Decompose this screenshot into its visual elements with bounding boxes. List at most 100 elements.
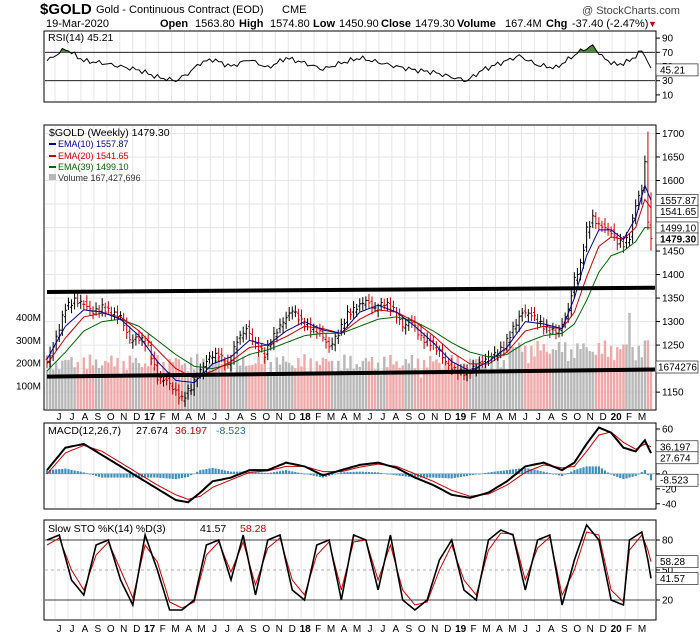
macd-histogram-bar <box>331 473 334 475</box>
macd-histogram-bar <box>374 472 377 474</box>
volume-bar <box>413 368 417 409</box>
sto-month-label: J <box>57 624 62 635</box>
volume-bar <box>643 340 647 409</box>
volume-bar <box>518 342 521 409</box>
macd-histogram-bar <box>251 471 254 474</box>
macd-histogram-bar <box>475 473 478 475</box>
price-month-label: M <box>482 412 490 423</box>
volume-bar <box>91 365 95 409</box>
price-tick-label: 1600 <box>662 176 685 187</box>
macd-histogram-bar <box>223 470 226 474</box>
price-month-label: S <box>250 412 257 423</box>
volume-bar <box>576 343 579 409</box>
ema10-legend: EMA(10) 1557.87 <box>58 139 129 149</box>
macd-histogram-bar <box>153 473 156 478</box>
volume-bar <box>58 369 61 409</box>
macd-histogram-bar <box>278 471 282 474</box>
macd-histogram-bar <box>113 473 116 478</box>
volume-bar <box>251 364 254 409</box>
price-month-label: 20 <box>611 412 623 423</box>
macd-histogram-bar <box>291 471 294 474</box>
volume-bar <box>628 312 631 410</box>
volume-bar <box>508 349 512 409</box>
macd-histogram-bar <box>607 472 610 474</box>
price-month-label: J <box>380 412 385 423</box>
volume-bar <box>521 351 524 409</box>
volume-bar <box>343 354 346 409</box>
sto-legend-prefix: Slow STO %K(14) %D(3) <box>48 523 166 535</box>
macd-histogram-bar <box>174 473 177 480</box>
volume-bar <box>137 363 141 409</box>
volume-tick-label: 400M <box>16 313 41 324</box>
volume-bar <box>358 366 361 409</box>
macd-histogram-bar <box>389 473 392 475</box>
volume-bar <box>272 374 276 409</box>
macd-histogram-bar <box>349 472 352 474</box>
macd-histogram-bar <box>613 473 616 476</box>
chart-name: Gold - Continuous Contract (EOD) <box>96 4 264 16</box>
volume-bar <box>220 363 223 409</box>
macd-histogram-bar <box>116 473 119 478</box>
macd-histogram-bar <box>465 473 469 476</box>
sto-month-label: M <box>508 624 516 635</box>
volume-bar <box>61 360 64 409</box>
sto-month-label: F <box>315 624 321 635</box>
sto-month-label: N <box>431 624 438 635</box>
macd-histogram-bar <box>610 473 613 475</box>
price-month-label: S <box>561 412 568 423</box>
macd-histogram-bar <box>128 473 131 478</box>
macd-histogram-bar <box>447 473 450 479</box>
volume-bar <box>484 363 487 409</box>
volume-bar <box>597 343 601 409</box>
macd-histogram-bar <box>649 473 653 481</box>
macd-histogram-bar <box>478 473 481 475</box>
price-tick-label: 1300 <box>662 317 685 328</box>
sto-tag-box <box>655 555 699 569</box>
volume-value: 167.4M <box>505 18 542 30</box>
volume-bar <box>147 366 150 409</box>
macd-histogram-bar <box>340 472 343 474</box>
macd-histogram-bar <box>616 473 619 477</box>
volume-bar <box>459 372 463 409</box>
sto-month-label: D <box>289 624 296 635</box>
sto-tag: 41.57 <box>660 574 685 585</box>
volume-label: Volume <box>457 18 496 30</box>
ema39-line <box>46 226 652 372</box>
macd-histogram-bar <box>490 472 493 474</box>
price-tick-label: 1250 <box>662 341 685 352</box>
volume-bar <box>456 355 459 409</box>
macd-histogram-bar <box>539 471 542 474</box>
macd-histogram-bar <box>294 472 297 474</box>
sto-legend-k: 41.57 <box>200 523 226 535</box>
price-month-label: D <box>133 412 140 423</box>
macd-histogram-bar <box>275 471 278 474</box>
macd-histogram-bar <box>499 470 502 474</box>
volume-bar <box>45 370 49 409</box>
macd-histogram-bar <box>73 470 76 474</box>
volume-bar <box>560 352 564 409</box>
price-month-label: M <box>353 412 361 423</box>
macd-legend-hist: -8.523 <box>216 425 246 437</box>
macd-histogram-bar <box>536 470 539 474</box>
macd-histogram-bar <box>561 473 564 477</box>
price-month-label: 18 <box>300 412 312 423</box>
macd-histogram-bar <box>288 470 291 474</box>
sto-month-label: N <box>587 624 594 635</box>
macd-histogram-bar <box>570 471 573 474</box>
volume-bar <box>606 356 610 409</box>
price-tick-label: 1700 <box>662 129 685 140</box>
macd-histogram-bar <box>208 468 211 474</box>
volume-bar <box>64 359 67 409</box>
price-month-label: M <box>508 412 516 423</box>
macd-histogram-bar <box>49 469 52 474</box>
macd-histogram-bar <box>456 473 459 478</box>
macd-histogram-bar <box>107 473 110 478</box>
macd-histogram-bar <box>205 469 208 474</box>
price-tick-label: 1400 <box>662 270 685 281</box>
macd-histogram-bar <box>567 473 570 474</box>
volume-bar <box>478 358 481 409</box>
volume-bar <box>269 361 272 409</box>
macd-histogram-bar <box>545 472 548 474</box>
volume-bar <box>392 364 395 409</box>
volume-bar <box>640 357 643 409</box>
